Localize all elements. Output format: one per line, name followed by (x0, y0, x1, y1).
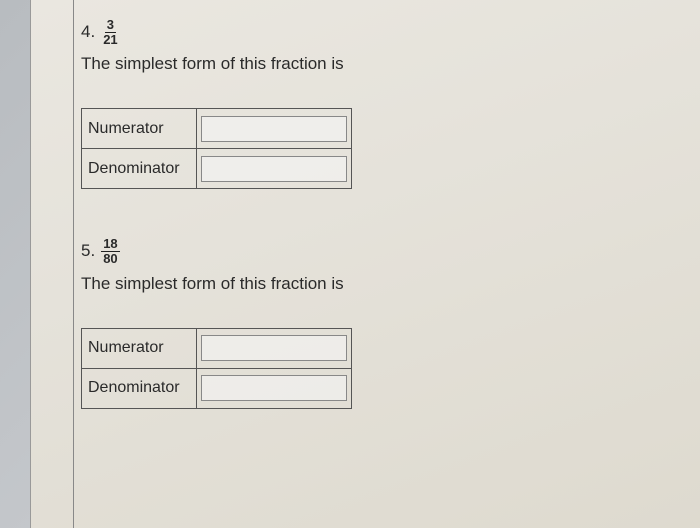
denominator-input[interactable] (201, 156, 347, 182)
margin-line (73, 0, 74, 528)
fraction-numerator: 18 (101, 237, 119, 252)
row-label: Numerator (82, 328, 197, 368)
answer-table: Numerator Denominator (81, 108, 352, 189)
fraction: 3 21 (101, 18, 119, 46)
prompt-text: The simplest form of this fraction is (81, 274, 660, 294)
problem-number: 4. (81, 22, 95, 42)
row-label: Numerator (82, 109, 197, 149)
fraction-numerator: 3 (105, 18, 116, 33)
numerator-input[interactable] (201, 335, 347, 361)
table-row: Numerator (82, 328, 352, 368)
table-row: Numerator (82, 109, 352, 149)
numerator-input[interactable] (201, 116, 347, 142)
row-label: Denominator (82, 149, 197, 189)
input-cell (197, 368, 352, 408)
worksheet-page: 4. 3 21 The simplest form of this fracti… (30, 0, 700, 528)
fraction-denominator: 80 (101, 252, 119, 266)
problem-heading: 4. 3 21 (81, 18, 660, 46)
fraction-denominator: 21 (101, 33, 119, 47)
problem-4: 4. 3 21 The simplest form of this fracti… (81, 18, 660, 189)
input-cell (197, 328, 352, 368)
table-row: Denominator (82, 149, 352, 189)
problem-number: 5. (81, 241, 95, 261)
fraction: 18 80 (101, 237, 119, 265)
row-label: Denominator (82, 368, 197, 408)
problem-heading: 5. 18 80 (81, 237, 660, 265)
input-cell (197, 149, 352, 189)
prompt-text: The simplest form of this fraction is (81, 54, 660, 74)
input-cell (197, 109, 352, 149)
problem-5: 5. 18 80 The simplest form of this fract… (81, 237, 660, 408)
denominator-input[interactable] (201, 375, 347, 401)
answer-table: Numerator Denominator (81, 328, 352, 409)
table-row: Denominator (82, 368, 352, 408)
